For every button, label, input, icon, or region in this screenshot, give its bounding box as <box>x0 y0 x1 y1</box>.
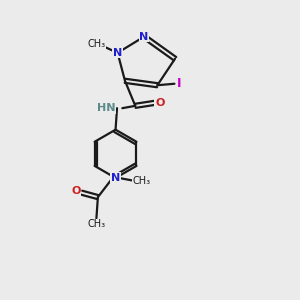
Text: N: N <box>111 173 120 183</box>
Text: I: I <box>177 77 182 90</box>
Text: N: N <box>140 32 149 42</box>
Text: CH₃: CH₃ <box>88 39 106 49</box>
Text: N: N <box>113 48 122 58</box>
Text: CH₃: CH₃ <box>87 219 106 229</box>
Text: CH₃: CH₃ <box>132 176 150 186</box>
Text: O: O <box>155 98 164 108</box>
Text: O: O <box>71 186 80 196</box>
Text: HN: HN <box>97 103 116 113</box>
